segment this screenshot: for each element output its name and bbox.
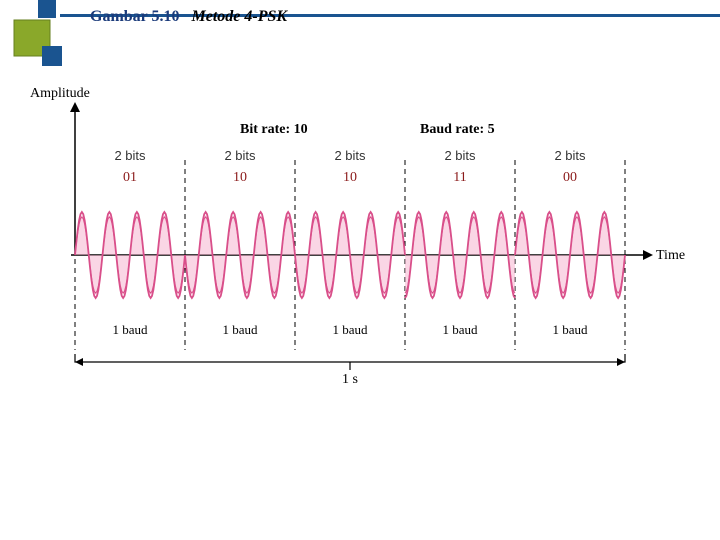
bits-label: 2 bits [405, 148, 515, 163]
baud-rate-label: Baud rate: 5 [420, 122, 495, 138]
y-axis-label: Amplitude [30, 86, 90, 102]
bit-value: 00 [515, 170, 625, 186]
baud-label: 1 baud [295, 322, 405, 338]
bit-value: 10 [295, 170, 405, 186]
bits-label: 2 bits [295, 148, 405, 163]
baud-label: 1 baud [185, 322, 295, 338]
bits-label: 2 bits [75, 148, 185, 163]
figure-name: Metode 4-PSK [191, 8, 287, 26]
duration-label: 1 s [330, 372, 370, 388]
psk-diagram: Amplitude Bit rate: 10 Baud rate: 5 Time… [20, 90, 700, 410]
baud-label: 1 baud [75, 322, 185, 338]
baud-label: 1 baud [405, 322, 515, 338]
figure-label: Gambar 5.10 [90, 8, 179, 26]
bits-label: 2 bits [185, 148, 295, 163]
bit-value: 11 [405, 170, 515, 186]
diagram-svg [20, 90, 700, 410]
bit-value: 01 [75, 170, 185, 186]
x-axis-label: Time [656, 248, 685, 264]
figure-title: Gambar 5.10 Metode 4-PSK [90, 8, 287, 26]
baud-label: 1 baud [515, 322, 625, 338]
bits-label: 2 bits [515, 148, 625, 163]
bit-rate-label: Bit rate: 10 [240, 122, 308, 138]
bit-value: 10 [185, 170, 295, 186]
